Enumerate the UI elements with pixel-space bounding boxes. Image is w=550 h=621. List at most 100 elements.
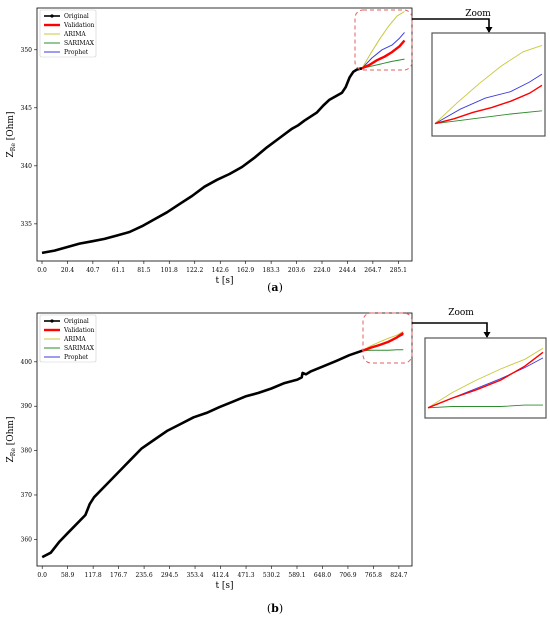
y-axis-label-sub: Re xyxy=(10,448,17,457)
y-tick-label: 345 xyxy=(21,105,33,112)
plot-frame xyxy=(36,7,413,262)
y-axis-label: ZRe [Ohm] xyxy=(6,112,17,158)
inset-line-arima xyxy=(434,44,543,124)
y-axis-label-main: Z xyxy=(6,456,16,462)
zoom-inset-frame xyxy=(424,337,547,419)
x-tick-label: 224.0 xyxy=(313,267,330,274)
x-tick-label: 20.4 xyxy=(61,267,75,274)
y-tick-label: 390 xyxy=(21,403,33,410)
inset-line-validation xyxy=(427,351,544,409)
series-line-arima xyxy=(361,11,405,69)
legend-label: Validation xyxy=(63,327,95,334)
y-axis-label-unit: [Ohm] xyxy=(6,112,16,144)
chart-panel-b: 0.0 58.9 117.8 176.7 235.6 294.5 353.4 412.4 471… xyxy=(6,308,547,615)
legend-marker xyxy=(50,319,54,323)
x-tick-label: 61.1 xyxy=(112,267,125,274)
x-tick-label: 765.8 xyxy=(365,572,382,579)
legend-box xyxy=(39,314,97,363)
x-tick-label: 244.4 xyxy=(339,267,356,274)
x-tick-label: 142.6 xyxy=(212,267,229,274)
y-tick-label: 340 xyxy=(21,163,33,170)
x-tick-label: 101.8 xyxy=(161,267,178,274)
x-tick-label: 285.1 xyxy=(390,267,407,274)
x-tick-label: 58.9 xyxy=(61,572,75,579)
legend-label: Validation xyxy=(63,22,95,29)
y-tick-label: 380 xyxy=(21,448,33,455)
zoom-selection-box xyxy=(354,9,413,71)
y-tick-label: 335 xyxy=(21,221,33,228)
x-tick-label: 0.0 xyxy=(37,572,47,579)
y-axis-label-unit: [Ohm] xyxy=(6,417,16,449)
y-tick-label: 360 xyxy=(21,536,33,543)
plot-frame xyxy=(36,312,413,567)
x-tick-label: 471.3 xyxy=(237,572,254,579)
inset-line-validation xyxy=(434,84,543,125)
x-tick-label: 530.2 xyxy=(263,572,280,579)
inset-line-sarimax xyxy=(427,404,543,409)
zoom-inset-frame xyxy=(431,32,546,137)
legend-label: ARIMA xyxy=(63,336,86,343)
x-tick-label: 183.3 xyxy=(263,267,280,274)
legend-label: SARIMAX xyxy=(64,345,95,352)
x-tick-label: 824.7 xyxy=(390,572,407,579)
x-tick-label: 40.7 xyxy=(86,267,100,274)
x-axis-label: t [s] xyxy=(215,276,233,286)
series-line-sarimax xyxy=(362,349,404,352)
x-tick-label: 203.6 xyxy=(288,267,305,274)
y-tick-label: 400 xyxy=(21,359,33,366)
x-tick-label: 589.1 xyxy=(288,572,305,579)
legend-box xyxy=(39,9,97,58)
legend: Original Validation ARIMA SARIMAX Prophet xyxy=(39,314,97,363)
panel-label: (b) xyxy=(267,602,283,615)
panel-label-close: ) xyxy=(279,281,283,294)
x-tick-label: 176.7 xyxy=(110,572,127,579)
series-line-original xyxy=(41,67,363,255)
panel-label-letter: a xyxy=(271,281,278,294)
legend-label: SARIMAX xyxy=(64,40,95,47)
x-tick-label: 353.4 xyxy=(186,572,203,579)
x-tick-label: 648.0 xyxy=(314,572,331,579)
legend-label: Prophet xyxy=(64,354,89,361)
x-tick-label: 706.9 xyxy=(339,572,356,579)
inset-line-arima xyxy=(427,347,544,409)
legend-label: ARIMA xyxy=(63,31,86,38)
series-line-validation xyxy=(361,332,404,352)
chart-panel-a: 0.0 20.4 40.7 61.1 81.5 101.8 122.2 142.6 162.9 1… xyxy=(6,7,546,294)
series-line-validation xyxy=(361,39,406,70)
y-axis-label: ZRe [Ohm] xyxy=(6,417,17,463)
x-tick-label: 122.2 xyxy=(186,267,203,274)
legend-label: Prophet xyxy=(64,49,89,56)
x-tick-label: 81.5 xyxy=(137,267,151,274)
series-line-sarimax xyxy=(361,58,405,69)
x-tick-label: 0.0 xyxy=(37,267,47,274)
series-line-prophet xyxy=(361,32,405,69)
x-tick-label: 162.9 xyxy=(237,267,254,274)
zoom-label: Zoom xyxy=(448,308,474,318)
series-line-arima xyxy=(362,331,404,352)
zoom-selection-box xyxy=(362,312,413,364)
x-tick-label: 264.7 xyxy=(364,267,381,274)
zoom-arrow-head xyxy=(483,332,491,338)
y-axis-label-main: Z xyxy=(6,151,16,157)
panel-label-close: ) xyxy=(279,602,283,615)
y-tick-label: 370 xyxy=(21,492,33,499)
zoom-arrow-line xyxy=(412,18,490,32)
y-axis-label-sub: Re xyxy=(10,143,17,152)
x-tick-label: 412.4 xyxy=(212,572,229,579)
x-tick-label: 235.6 xyxy=(135,572,152,579)
panel-label-open: ( xyxy=(267,602,271,615)
legend-marker xyxy=(50,14,54,18)
x-axis-label: t [s] xyxy=(215,581,233,591)
y-tick-label: 350 xyxy=(21,47,33,54)
zoom-label: Zoom xyxy=(465,9,491,19)
legend: Original Validation ARIMA SARIMAX Prophet xyxy=(39,9,97,58)
x-tick-label: 294.5 xyxy=(161,572,178,579)
inset-line-sarimax xyxy=(434,110,543,125)
zoom-arrow-line xyxy=(412,322,488,337)
inset-line-prophet xyxy=(434,73,543,124)
series-line-original xyxy=(41,349,363,559)
panel-label-open: ( xyxy=(267,281,271,294)
legend-label: Original xyxy=(64,318,89,325)
panel-label: (a) xyxy=(267,281,283,294)
